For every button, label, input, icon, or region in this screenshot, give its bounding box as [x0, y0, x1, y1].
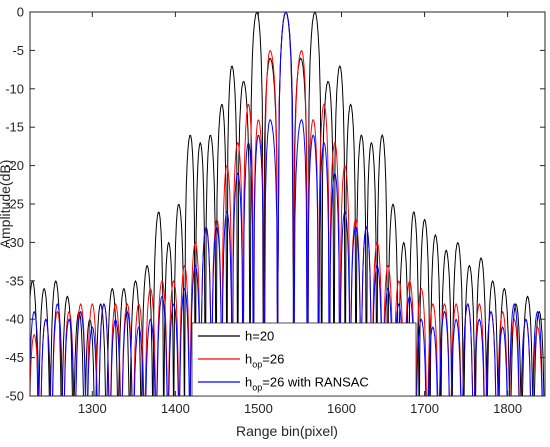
y-tick-label: -10: [5, 81, 24, 96]
x-axis-label: Range bin(pixel): [236, 423, 338, 439]
legend-label-2: hop=26: [245, 352, 284, 370]
y-tick-label: 0: [17, 5, 24, 20]
legend-label-subscript: op: [252, 360, 262, 370]
legend-label-suffix: =26: [262, 352, 284, 367]
series-line-3: [30, 12, 543, 396]
y-tick-label: -20: [5, 158, 24, 173]
legend-label-main: h=20: [245, 329, 274, 344]
y-axis-label: Amplitude(dB): [0, 160, 13, 249]
x-tick-label: 1800: [493, 401, 522, 416]
x-tick-label: 1400: [161, 401, 190, 416]
x-tick-label: 1300: [78, 401, 107, 416]
legend-label-main: h: [245, 375, 252, 390]
x-tick-label: 1500: [244, 401, 273, 416]
y-tick-label: -50: [5, 389, 24, 404]
x-axis: 1300 1400 1500 1600 1700 1800: [78, 12, 522, 416]
y-axis: 0 -5 -10 -15 -20 -25 -30 -35 -40 -45 -50: [5, 5, 545, 404]
y-tick-label: -30: [5, 235, 24, 250]
legend-label-subscript: op: [252, 383, 262, 393]
legend-label-3: hop=26 with RANSAC: [245, 375, 369, 393]
x-tick-label: 1600: [327, 401, 356, 416]
y-tick-label: -35: [5, 273, 24, 288]
y-tick-label: -15: [5, 120, 24, 135]
y-tick-label: -25: [5, 197, 24, 212]
y-tick-label: -45: [5, 350, 24, 365]
x-tick-label: 1700: [410, 401, 439, 416]
series-line-2: [30, 12, 543, 396]
y-tick-label: -40: [5, 312, 24, 327]
legend-label-suffix: =26 with RANSAC: [262, 375, 369, 390]
legend-label-1: h=20: [245, 329, 274, 344]
legend-label-main: h: [245, 352, 252, 367]
y-tick-label: -5: [12, 43, 24, 58]
